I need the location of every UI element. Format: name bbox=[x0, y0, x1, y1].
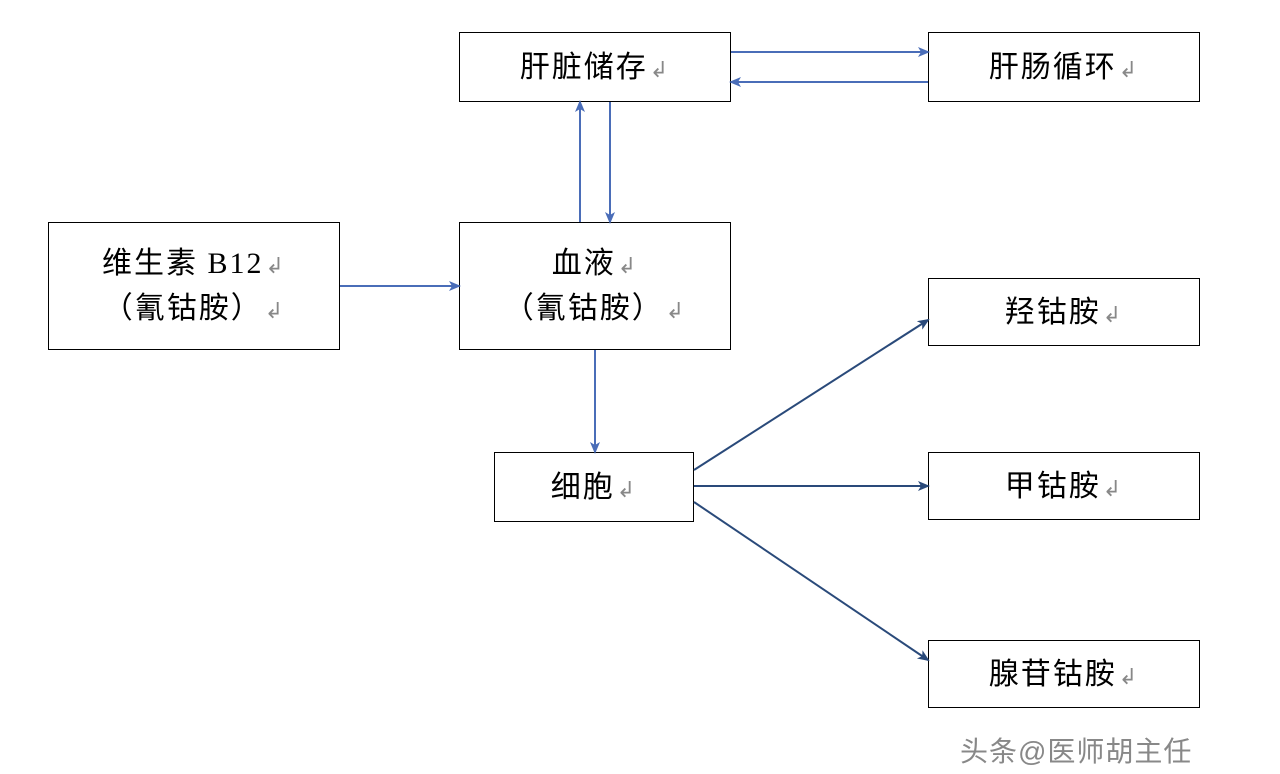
edge-cell-to-adeno bbox=[694, 502, 928, 660]
node-b12-line1: 维生素 B12 bbox=[102, 247, 264, 280]
return-glyph: ↲ bbox=[666, 298, 686, 323]
return-glyph: ↲ bbox=[650, 57, 670, 82]
node-hydroxo: 羟钴胺↲ bbox=[928, 278, 1200, 346]
node-b12: 维生素 B12↲ （氰钴胺）↲ bbox=[48, 222, 340, 350]
node-cell-label: 细胞 bbox=[551, 471, 615, 504]
return-glyph: ↲ bbox=[265, 298, 285, 323]
node-ehc-label: 肝肠循环 bbox=[989, 51, 1117, 84]
node-blood-line1: 血液 bbox=[552, 247, 616, 280]
watermark: 头条@医师胡主任 bbox=[960, 730, 1192, 770]
node-blood-line2: （氰钴胺） bbox=[504, 292, 664, 325]
node-liver: 肝脏储存↲ bbox=[459, 32, 731, 102]
return-glyph: ↲ bbox=[1103, 302, 1123, 327]
return-glyph: ↲ bbox=[617, 477, 637, 502]
node-adeno: 腺苷钴胺↲ bbox=[928, 640, 1200, 708]
return-glyph: ↲ bbox=[1119, 57, 1139, 82]
node-cell: 细胞↲ bbox=[494, 452, 694, 522]
node-methyl-label: 甲钴胺 bbox=[1005, 470, 1101, 503]
node-methyl: 甲钴胺↲ bbox=[928, 452, 1200, 520]
return-glyph: ↲ bbox=[1119, 664, 1139, 689]
node-liver-label: 肝脏储存 bbox=[520, 51, 648, 84]
node-adeno-label: 腺苷钴胺 bbox=[989, 658, 1117, 691]
watermark-text: 头条@医师胡主任 bbox=[960, 736, 1192, 767]
return-glyph: ↲ bbox=[618, 253, 638, 278]
return-glyph: ↲ bbox=[266, 253, 286, 278]
node-b12-line2: （氰钴胺） bbox=[103, 292, 263, 325]
return-glyph: ↲ bbox=[1103, 476, 1123, 501]
node-blood: 血液↲ （氰钴胺）↲ bbox=[459, 222, 731, 350]
node-ehc: 肝肠循环↲ bbox=[928, 32, 1200, 102]
node-hydroxo-label: 羟钴胺 bbox=[1005, 296, 1101, 329]
